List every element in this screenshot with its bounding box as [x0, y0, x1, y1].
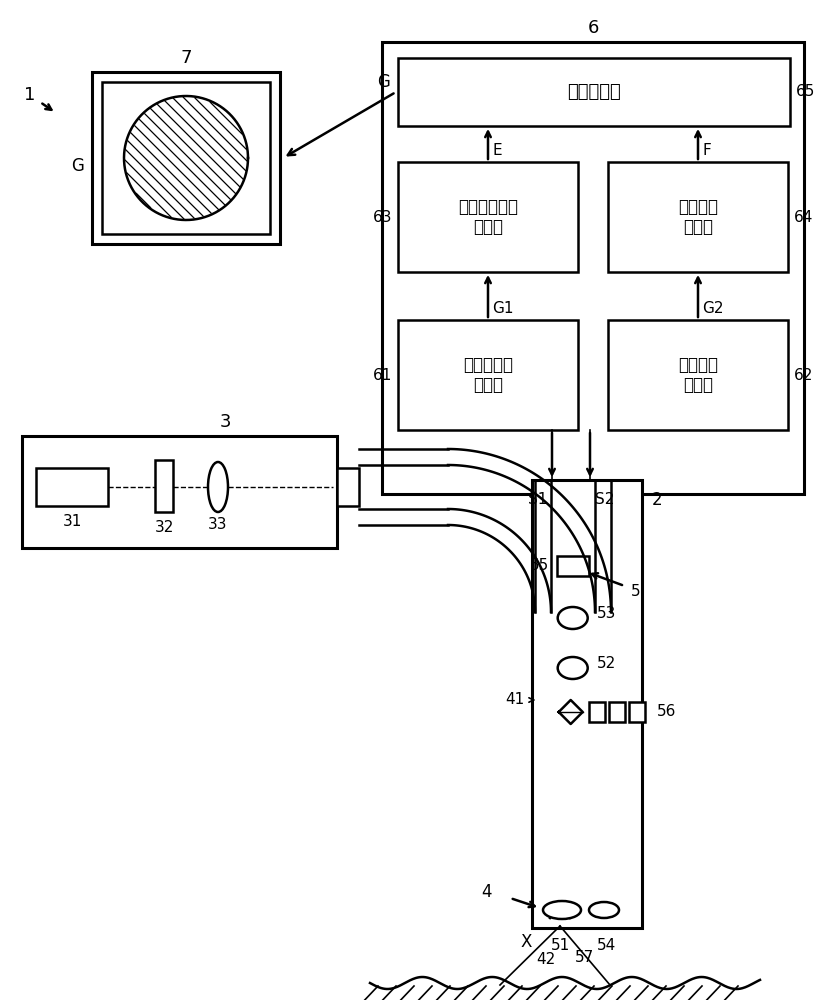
Text: G1: G1	[492, 301, 513, 316]
Bar	[398, 320, 578, 430]
Text: 42: 42	[536, 952, 555, 968]
Ellipse shape	[589, 902, 619, 918]
Text: 55: 55	[530, 558, 549, 573]
Bar	[22, 436, 337, 548]
Text: S1: S1	[528, 492, 547, 507]
Bar	[608, 320, 788, 430]
Bar	[382, 42, 804, 494]
Text: 不能诊断区域
提取部: 不能诊断区域 提取部	[458, 198, 518, 236]
Text: 3: 3	[219, 413, 231, 431]
Text: 1: 1	[24, 86, 35, 104]
Text: 6: 6	[587, 19, 599, 37]
Text: 54: 54	[597, 938, 616, 953]
Ellipse shape	[208, 462, 228, 512]
Text: 52: 52	[596, 656, 616, 672]
Bar	[557, 556, 589, 576]
Ellipse shape	[558, 657, 587, 679]
Text: 61: 61	[373, 367, 392, 382]
Bar	[608, 162, 788, 272]
Bar	[92, 72, 280, 244]
Bar	[36, 468, 108, 506]
Text: E: E	[492, 143, 502, 158]
Text: 药光图像
生成部: 药光图像 生成部	[678, 356, 718, 394]
Bar	[589, 702, 605, 722]
Text: 药光区域
提取部: 药光区域 提取部	[678, 198, 718, 236]
Polygon shape	[124, 96, 248, 220]
Text: 图像合成部: 图像合成部	[567, 83, 621, 101]
Text: 4: 4	[482, 883, 493, 901]
Bar	[398, 162, 578, 272]
Text: 2: 2	[652, 491, 662, 509]
Text: 64: 64	[794, 210, 813, 225]
Bar	[609, 702, 625, 722]
Bar	[337, 468, 359, 506]
Text: 62: 62	[794, 367, 813, 382]
Text: 31: 31	[63, 514, 82, 529]
Text: 33: 33	[208, 517, 228, 532]
Ellipse shape	[543, 901, 581, 919]
Text: G: G	[377, 73, 390, 91]
Text: F: F	[702, 143, 711, 158]
Text: S2: S2	[595, 492, 615, 507]
Text: G2: G2	[702, 301, 724, 316]
Text: 32: 32	[154, 520, 174, 535]
Bar	[532, 480, 642, 928]
Ellipse shape	[558, 607, 587, 629]
Bar	[629, 702, 644, 722]
Bar	[155, 460, 173, 512]
Text: 57: 57	[574, 950, 594, 965]
Polygon shape	[559, 700, 582, 724]
Bar	[398, 58, 790, 126]
Bar	[102, 82, 270, 234]
Text: 53: 53	[596, 606, 616, 621]
Text: 7: 7	[180, 49, 191, 67]
Text: 56: 56	[657, 704, 676, 720]
Text: 41: 41	[505, 692, 524, 708]
Text: 白色光图像
生成部: 白色光图像 生成部	[463, 356, 513, 394]
Text: 65: 65	[796, 85, 815, 100]
Text: G: G	[71, 157, 84, 175]
Text: X: X	[521, 933, 531, 951]
Text: 51: 51	[550, 938, 569, 953]
Text: 63: 63	[373, 210, 392, 225]
Text: 5: 5	[630, 584, 640, 598]
